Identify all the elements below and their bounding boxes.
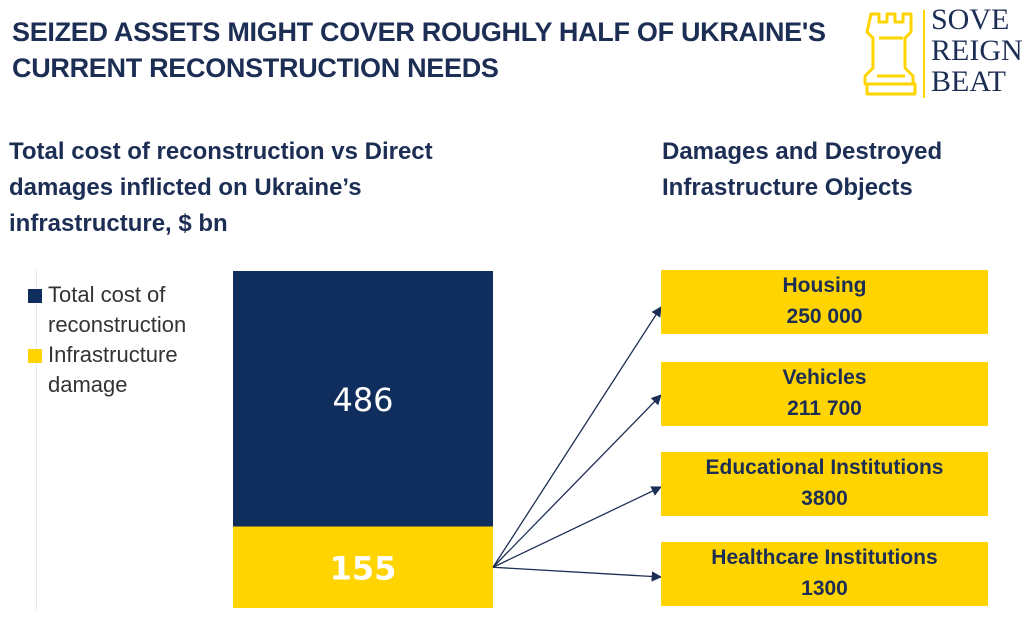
object-value-0: 250 000: [786, 305, 863, 328]
sovereign-beat-logo: SOVE REIGN BEAT: [863, 4, 1028, 104]
object-label-3: Healthcare Institutions: [711, 546, 938, 569]
objects-title: Damages and Destroyed Infrastructure Obj…: [662, 138, 943, 201]
axis-line: [36, 270, 37, 610]
legend-item-infrastructure: Infrastructure damage: [28, 340, 228, 400]
connector-arrow-0: [492, 306, 662, 568]
object-box-1: Vehicles 211 700: [661, 362, 988, 426]
bar-value-label-1: 486: [332, 381, 393, 419]
connector-arrow-2: [492, 486, 662, 568]
logo-line-2: REIGN: [931, 34, 1023, 67]
legend-label-infrastructure: Infrastructure damage: [48, 342, 178, 397]
logo-line-3: BEAT: [931, 65, 1006, 98]
connector-arrow-1: [492, 394, 662, 568]
legend-label-total-cost: Total cost of reconstruction: [48, 282, 187, 337]
bar-value-label-0: 155: [330, 549, 397, 587]
object-value-3: 1300: [801, 577, 848, 600]
legend-item-total-cost: Total cost of reconstruction: [28, 280, 228, 340]
object-value-1: 211 700: [787, 397, 862, 420]
object-value-2: 3800: [801, 487, 848, 510]
object-label-1: Vehicles: [782, 366, 867, 389]
logo-wordmark: SOVE REIGN BEAT: [931, 4, 1023, 97]
legend-swatch-navy: [28, 289, 42, 303]
logo-divider: [923, 10, 925, 98]
object-box-2: Educational Institutions 3800: [661, 452, 988, 516]
headline: SEIZED ASSETS MIGHT COVER ROUGHLY HALF O…: [12, 17, 826, 83]
chart-legend: Total cost of reconstruction Infrastruct…: [28, 280, 228, 400]
object-label-0: Housing: [782, 274, 867, 297]
chart-title: Total cost of reconstruction vs Direct d…: [9, 138, 433, 237]
logo-line-1: SOVE: [931, 3, 1010, 36]
legend-swatch-yellow: [28, 349, 42, 363]
object-box-3: Healthcare Institutions 1300: [661, 542, 988, 606]
connector-arrow-3: [492, 566, 663, 582]
rook-chess-icon: [863, 12, 917, 96]
bar-segment-1: [233, 271, 493, 527]
object-label-2: Educational Institutions: [705, 456, 944, 479]
bar-segment-0: [233, 526, 493, 608]
object-box-0: Housing 250 000: [661, 270, 988, 334]
